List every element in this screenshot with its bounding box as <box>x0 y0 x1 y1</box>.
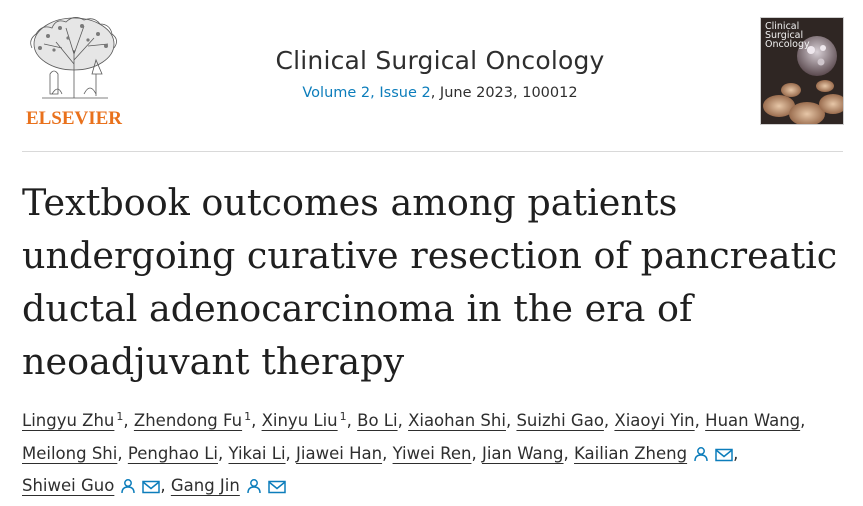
author: Kailian Zheng, <box>574 443 739 463</box>
article-header: ELSEVIER Clinical Surgical Oncology Volu… <box>0 0 863 152</box>
date-article-number: , June 2023, 100012 <box>430 85 578 101</box>
author-link[interactable]: Yikai Li <box>228 443 286 463</box>
author-link[interactable]: Shiwei Guo <box>22 476 115 495</box>
mail-icon[interactable] <box>715 448 733 462</box>
title-line: undergoing curative resection of pancrea… <box>22 234 838 277</box>
affiliation-marker[interactable]: 1 <box>339 409 347 423</box>
author: Shiwei Guo, <box>22 476 166 495</box>
author-link[interactable]: Zhendong Fu <box>133 411 243 430</box>
person-icon[interactable] <box>246 478 262 494</box>
author: Jian Wang, <box>481 443 569 463</box>
author-link[interactable]: Penghao Li <box>127 443 218 463</box>
elsevier-wordmark: ELSEVIER <box>25 108 123 129</box>
author: Xiaohan Shi, <box>408 411 512 430</box>
author-link[interactable]: Kailian Zheng <box>574 443 688 463</box>
author: Yiwei Ren, <box>392 443 477 463</box>
author-link[interactable]: Xiaoyi Yin <box>614 411 695 430</box>
author-line-3: Shiwei Guo, Gang Jin <box>22 470 852 503</box>
elsevier-tree-icon <box>22 14 126 106</box>
volume-issue-link[interactable]: Volume 2, Issue 2 <box>302 85 431 101</box>
author-list: Lingyu Zhu 1, Zhendong Fu 1, Xinyu Liu 1, B… <box>22 405 852 503</box>
author-line-1: Lingyu Zhu 1, Zhendong Fu 1, Xinyu Liu 1, B… <box>22 405 852 438</box>
author: Huan Wang, <box>705 411 806 430</box>
title-line: Textbook outcomes among patients <box>22 181 678 224</box>
person-icon[interactable] <box>120 478 136 494</box>
journal-title[interactable]: Clinical Surgical Oncology <box>275 46 605 75</box>
author-link[interactable]: Suizhi Gao <box>516 411 604 430</box>
author-link[interactable]: Yiwei Ren <box>392 443 472 463</box>
journal-meta: Volume 2, Issue 2, June 2023, 100012 <box>200 85 680 101</box>
author-link[interactable]: Huan Wang <box>705 411 801 430</box>
author-link[interactable]: Xinyu Liu <box>261 411 338 430</box>
author: Meilong Shi, <box>22 443 123 463</box>
author-link[interactable]: Xiaohan Shi <box>408 411 506 430</box>
author: Yikai Li, <box>228 443 291 463</box>
author: Lingyu Zhu 1, <box>22 409 129 431</box>
author: Zhendong Fu 1, <box>133 409 257 431</box>
elsevier-logo[interactable]: ELSEVIER <box>22 14 126 130</box>
author-line-2: Meilong Shi, Penghao Li, Yikai Li, Jiawe… <box>22 438 852 471</box>
author: Gang Jin <box>171 476 286 495</box>
article-title: Textbook outcomes among patients undergo… <box>22 176 852 388</box>
title-line: ductal adenocarcinoma in the era of <box>22 287 693 330</box>
author-link[interactable]: Jiawei Han <box>296 443 383 463</box>
author: Xiaoyi Yin, <box>614 411 700 430</box>
affiliation-marker[interactable]: 1 <box>116 409 124 423</box>
author: Jiawei Han, <box>296 443 388 463</box>
journal-info: Clinical Surgical Oncology Volume 2, Iss… <box>200 46 680 101</box>
cover-title: Clinical Surgical Oncology <box>765 21 810 50</box>
title-line: neoadjuvant therapy <box>22 340 405 383</box>
author: Bo Li, <box>357 411 403 430</box>
author-link[interactable]: Bo Li <box>357 411 398 430</box>
mail-icon[interactable] <box>142 480 161 494</box>
author: Suizhi Gao, <box>516 411 610 430</box>
author-link[interactable]: Lingyu Zhu <box>22 411 115 430</box>
author: Penghao Li, <box>127 443 224 463</box>
author-link[interactable]: Gang Jin <box>170 476 240 495</box>
author-link[interactable]: Meilong Shi <box>22 443 118 463</box>
author: Xinyu Liu 1, <box>261 409 352 431</box>
mail-icon[interactable] <box>268 480 286 494</box>
header-divider <box>22 151 843 152</box>
journal-cover-image[interactable]: Clinical Surgical Oncology <box>760 17 844 125</box>
person-icon[interactable] <box>693 446 709 462</box>
author-link[interactable]: Jian Wang <box>481 443 564 463</box>
affiliation-marker[interactable]: 1 <box>244 409 252 423</box>
cover-illustration <box>761 18 843 124</box>
